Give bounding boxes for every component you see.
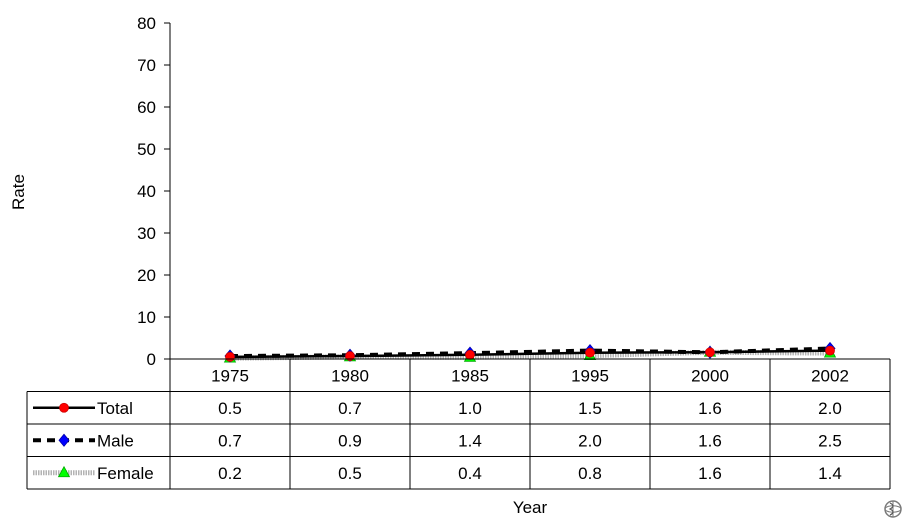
table-cell: 0.5 [218,399,242,418]
y-tick-label: 70 [137,56,156,75]
y-tick-label: 10 [137,308,156,327]
data-point-total [345,351,355,361]
x-tick-label: 2002 [811,366,849,385]
x-tick-label: 2000 [691,366,729,385]
x-tick-label: 1985 [451,366,489,385]
x-tick-label: 1975 [211,366,249,385]
table-cell: 2.0 [578,431,602,450]
table-cell: 2.0 [818,399,842,418]
who-emblem-icon [884,500,902,518]
legend-label: Female [97,464,154,483]
legend-marker [59,402,69,413]
x-axis-label: Year [513,498,548,517]
series-line-total [229,349,831,359]
data-point-total [705,347,715,358]
y-tick-label: 80 [137,14,156,33]
data-point-total [585,347,595,358]
table-cell: 0.7 [338,399,362,418]
data-point-total [825,345,835,356]
table-cell: 0.5 [338,464,362,483]
table-cell: 0.8 [578,464,602,483]
y-tick-label: 50 [137,140,156,159]
legend-label: Male [97,431,134,450]
legend-label: Total [97,399,133,418]
data-table: 1975 1980 1985 1995 2000 2002 Total 0.5 0.7 1.0 1.… [26,358,891,490]
y-axis-label: Rate [9,174,28,210]
y-axis: 0 10 20 30 40 50 60 70 80 [137,14,171,369]
y-tick-label: 60 [137,98,156,117]
table-cell: 0.4 [458,464,482,483]
table-cell: 1.6 [698,431,722,450]
table-cell: 0.9 [338,431,362,450]
table-cell: 1.6 [698,464,722,483]
table-cell: 1.4 [818,464,842,483]
y-tick-label: 0 [147,350,156,369]
y-tick-label: 40 [137,182,156,201]
table-cell: 0.7 [218,431,242,450]
legend-marker [57,465,71,478]
table-cell: 1.0 [458,399,482,418]
table-cell: 1.5 [578,399,602,418]
y-tick-label: 30 [137,224,156,243]
table-cell: 2.5 [818,431,842,450]
x-tick-label: 1995 [571,366,609,385]
table-cell: 1.4 [458,431,482,450]
legend-marker [58,433,70,447]
data-point-total [465,349,475,360]
x-tick-label: 1980 [331,366,369,385]
data-point-total [225,351,235,362]
table-cell: 0.2 [218,464,242,483]
y-tick-label: 20 [137,266,156,285]
plot-area [223,341,837,363]
table-cell: 1.6 [698,399,722,418]
